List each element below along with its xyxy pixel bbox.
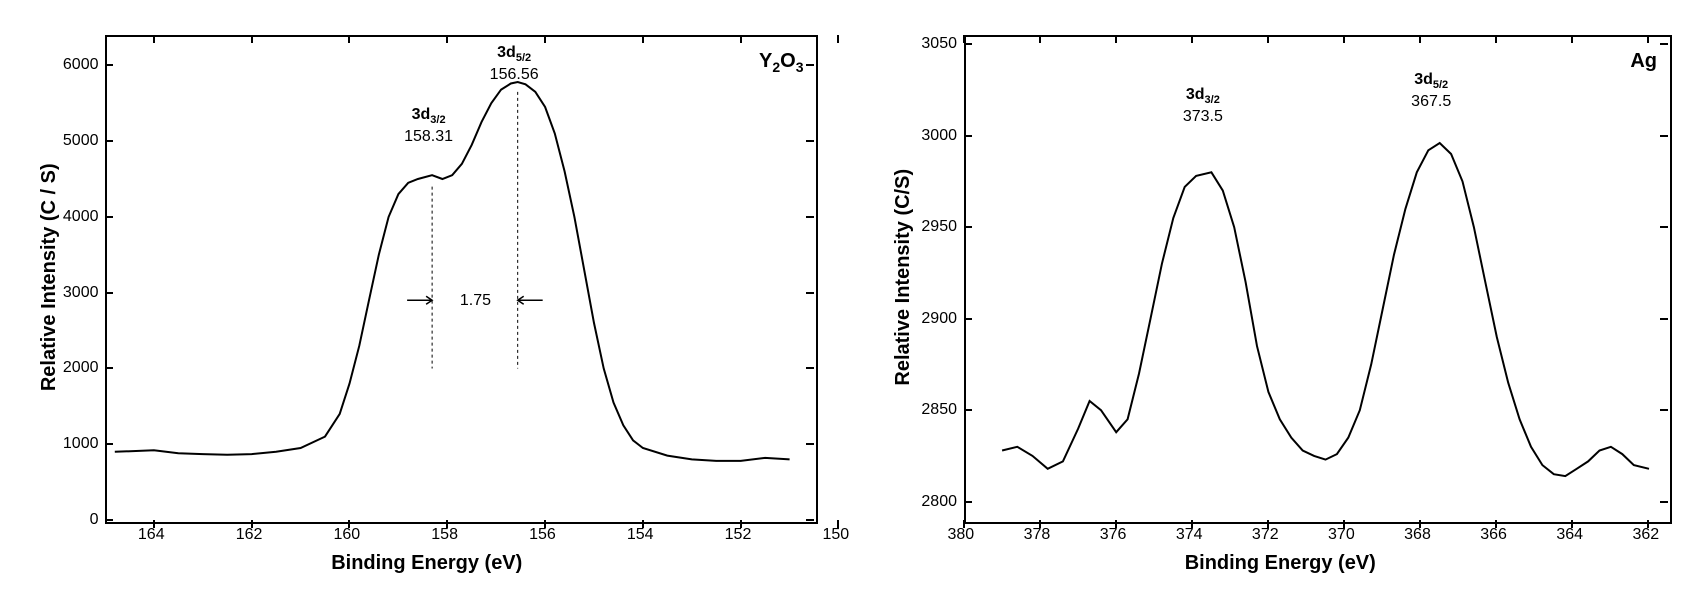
spectrum-curve	[874, 10, 1688, 590]
charts-container: 1641621601581561541521500100020003000400…	[0, 0, 1707, 600]
compound-label: Ag	[1630, 50, 1657, 73]
left-chart-panel: 1641621601581561541521500100020003000400…	[20, 10, 834, 590]
x-tick-top	[837, 35, 839, 43]
spectrum-curve	[20, 10, 834, 590]
compound-label: Y2O3	[759, 50, 804, 75]
right-chart-panel: 3803783763743723703683663643622800285029…	[874, 10, 1688, 590]
